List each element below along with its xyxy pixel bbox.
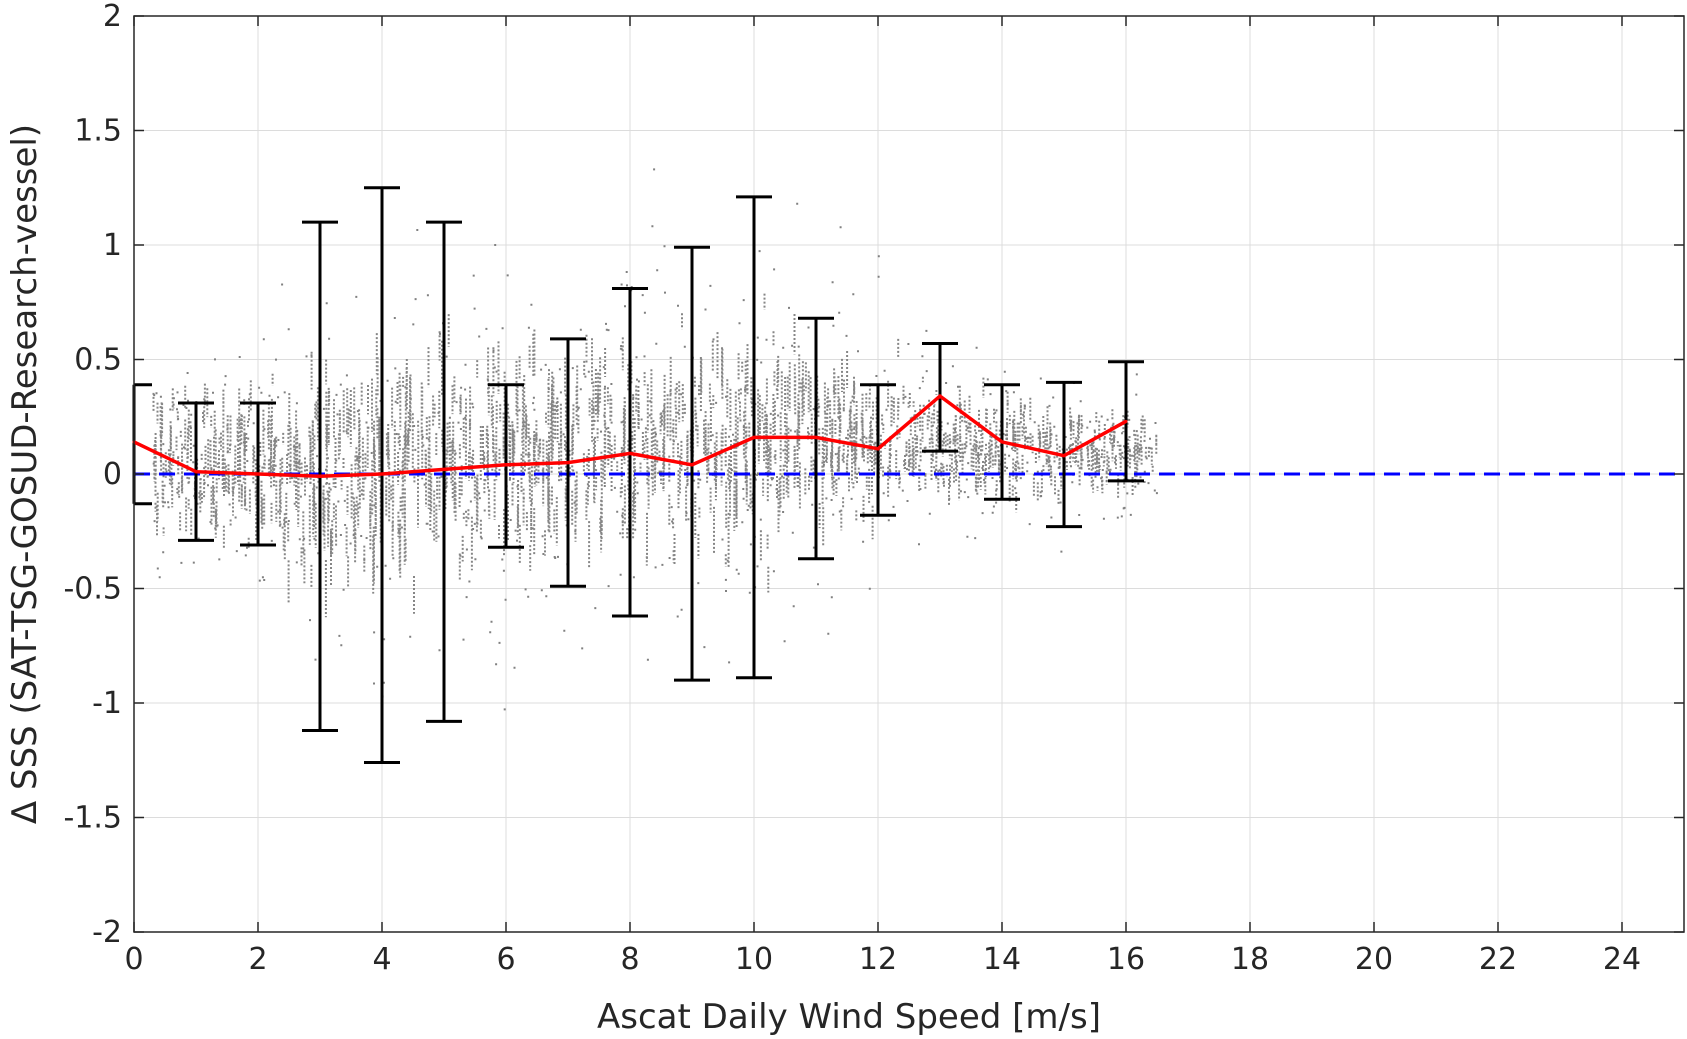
y-tick-label: -1 bbox=[92, 686, 122, 721]
mean-point bbox=[938, 394, 942, 398]
scatter-cloud bbox=[152, 168, 1158, 711]
mean-points bbox=[132, 394, 1128, 478]
x-axis-label: Ascat Daily Wind Speed [m/s] bbox=[597, 997, 1101, 1037]
x-tick-label: 20 bbox=[1355, 942, 1393, 977]
x-tick-label: 8 bbox=[620, 942, 639, 977]
y-tick-label: 1.5 bbox=[74, 114, 122, 149]
x-tick-label: 14 bbox=[983, 942, 1021, 977]
x-tick-label: 6 bbox=[496, 942, 515, 977]
mean-point bbox=[628, 451, 632, 455]
mean-point bbox=[1000, 440, 1004, 444]
y-tick-label: 0.5 bbox=[74, 343, 122, 378]
x-tick-label: 4 bbox=[372, 942, 391, 977]
x-tick-label: 24 bbox=[1603, 942, 1641, 977]
y-axis-label: Δ SSS (SAT-TSG-GOSUD-Research-vessel) bbox=[5, 124, 45, 824]
x-tick-label: 22 bbox=[1479, 942, 1517, 977]
mean-point bbox=[256, 472, 260, 476]
y-tick-label: 0 bbox=[103, 457, 122, 492]
mean-point bbox=[1124, 419, 1128, 423]
scatter-dots bbox=[152, 168, 1158, 711]
error-bars bbox=[132, 186, 1144, 765]
y-tick-label: -1.5 bbox=[63, 801, 122, 836]
mean-point bbox=[752, 435, 756, 439]
mean-point bbox=[814, 435, 818, 439]
mean-point bbox=[442, 467, 446, 471]
mean-point bbox=[194, 470, 198, 474]
x-tick-label: 18 bbox=[1231, 942, 1269, 977]
mean-point bbox=[690, 463, 694, 467]
y-axis-ticks: -2 -1.5 -1 -0.5 0 0.5 1 1.5 2 bbox=[63, 0, 1684, 950]
mean-point bbox=[566, 461, 570, 465]
mean-point bbox=[380, 472, 384, 476]
mean-point bbox=[1062, 454, 1066, 458]
x-tick-label: 2 bbox=[248, 942, 267, 977]
x-axis-ticks: 0 2 4 6 8 10 12 14 16 18 20 22 24 bbox=[124, 16, 1641, 977]
mean-point bbox=[504, 463, 508, 467]
mean-point bbox=[876, 447, 880, 451]
error-bar bbox=[426, 220, 462, 723]
x-tick-label: 0 bbox=[124, 942, 143, 977]
x-tick-label: 12 bbox=[859, 942, 897, 977]
y-tick-label: -2 bbox=[92, 915, 122, 950]
x-tick-label: 10 bbox=[735, 942, 773, 977]
x-tick-label: 16 bbox=[1107, 942, 1145, 977]
scatter-streaks bbox=[152, 293, 1158, 618]
y-tick-label: 2 bbox=[103, 0, 122, 34]
y-tick-label: -0.5 bbox=[63, 572, 122, 607]
mean-point bbox=[318, 474, 322, 478]
y-tick-label: 1 bbox=[103, 228, 122, 263]
